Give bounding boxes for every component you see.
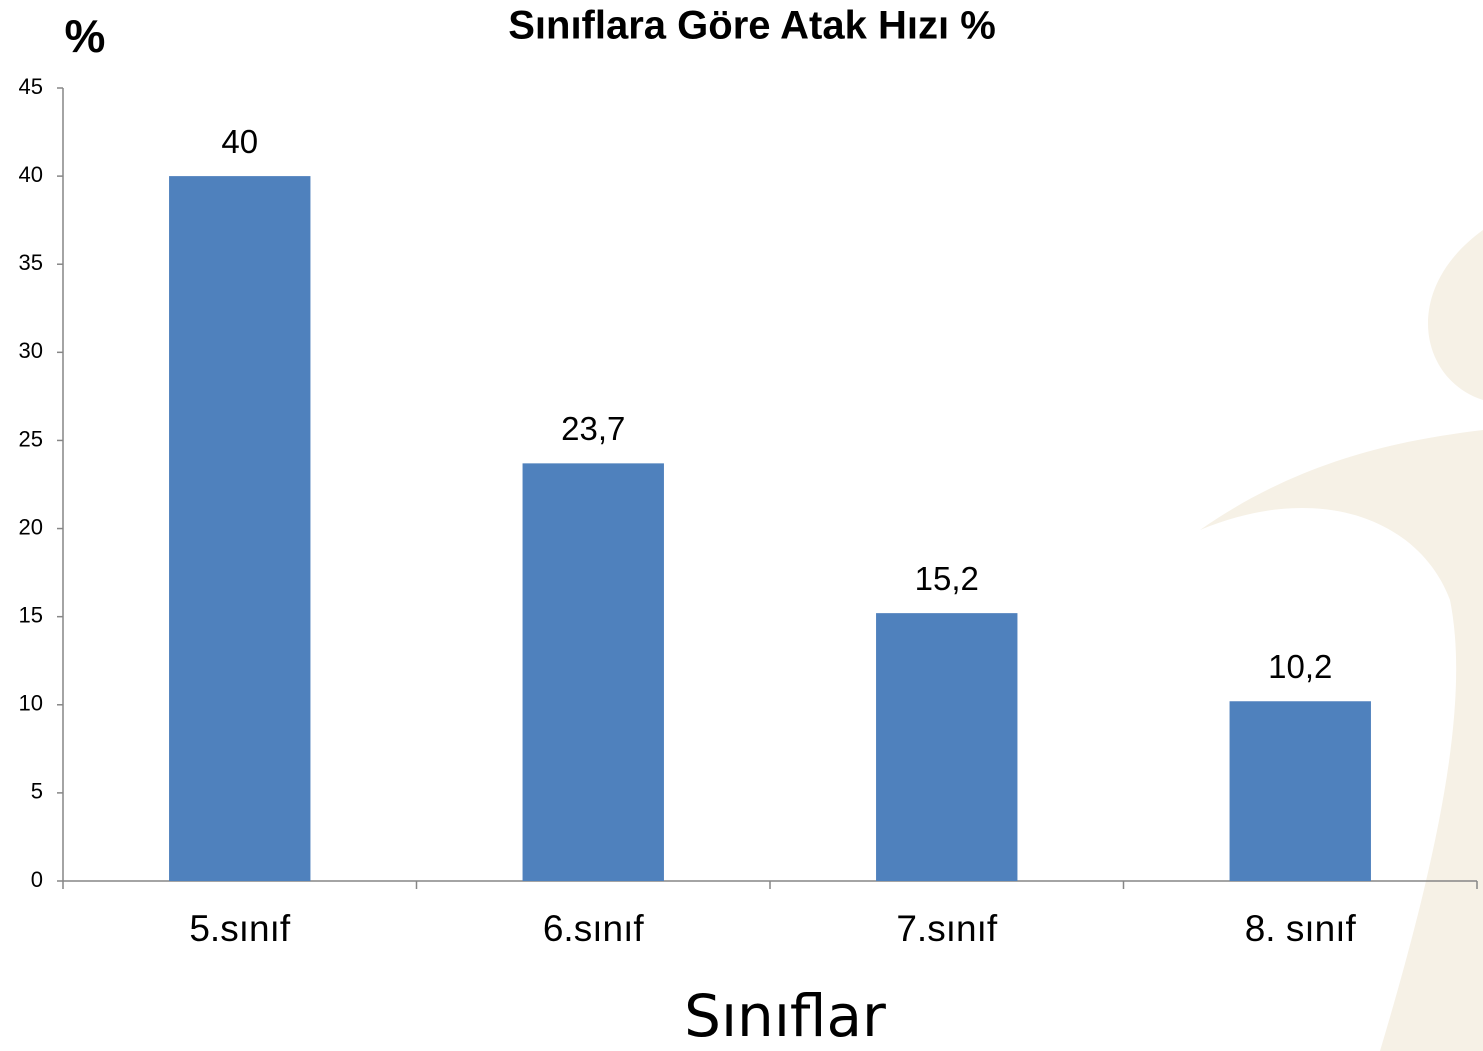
y-tick-label: 45 [19,74,43,99]
bar [169,176,311,882]
value-label: 15,2 [915,560,979,597]
y-axis-label: % [65,10,106,62]
y-tick-label: 0 [31,867,43,892]
x-tick-label: 8. sınıf [1245,908,1357,949]
bar [522,463,664,881]
x-tick-label: 7.sınıf [896,908,997,949]
x-tick-label: 6.sınıf [543,908,644,949]
chart-title: Sınıflara Göre Atak Hızı % [508,4,996,48]
y-tick-label: 30 [19,338,43,363]
background-swoosh [1200,230,1483,1051]
y-tick-label: 25 [19,426,43,451]
y-tick-label: 5 [31,779,43,804]
x-tick-label: 5.sınıf [189,908,290,949]
value-label: 10,2 [1268,648,1332,685]
value-label: 23,7 [561,410,625,447]
bar [876,613,1018,881]
y-tick-label: 40 [19,162,43,187]
x-axis-label: Sınıflar [684,982,886,1050]
bar [1229,701,1371,881]
value-label: 40 [221,123,258,160]
y-tick-label: 10 [19,691,43,716]
y-tick-label: 35 [19,250,43,275]
y-tick-label: 20 [19,514,43,539]
y-tick-label: 15 [19,602,43,627]
